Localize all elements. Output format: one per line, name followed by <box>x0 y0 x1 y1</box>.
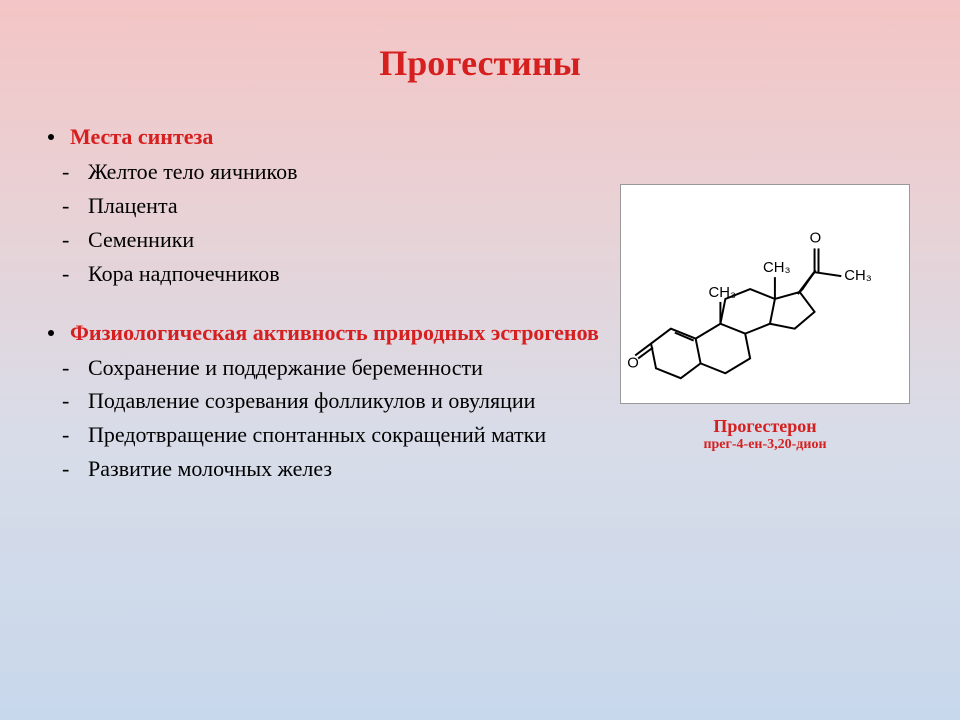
list-item: Подавление созревания фолликулов и овуля… <box>70 385 610 417</box>
list-item: Желтое тело яичников <box>70 156 610 188</box>
o-label: O <box>810 230 822 246</box>
progesterone-structure-icon: O O CH₃ CH₃ CH₃ <box>621 185 909 403</box>
ch3-label: CH₃ <box>709 285 737 301</box>
bullet-icon <box>48 134 54 140</box>
image-column: O O CH₃ CH₃ CH₃ Прогестерон прег-4-ен-3,… <box>610 124 920 487</box>
list-item: Плацента <box>70 190 610 222</box>
list-item: Сохранение и поддержание беременности <box>70 352 610 384</box>
chemical-name: Прогестерон <box>713 416 816 437</box>
slide-title: Прогестины <box>0 0 960 104</box>
o-label: O <box>627 355 639 371</box>
ch3-label: CH₃ <box>763 260 791 276</box>
chemical-iupac: прег-4-ен-3,20-дион <box>703 437 826 453</box>
content-wrapper: Места синтеза Желтое тело яичников Плаце… <box>0 104 960 487</box>
section2-header-text: Физиологическая активность природных эст… <box>70 320 599 345</box>
list-item: Семенники <box>70 224 610 256</box>
list-item: Развитие молочных желез <box>70 453 610 485</box>
section1-header: Места синтеза <box>70 124 610 150</box>
bullet-icon <box>48 330 54 336</box>
section1-header-text: Места синтеза <box>70 124 213 149</box>
list-item: Предотвращение спонтанных сокращений мат… <box>70 419 610 451</box>
ch3-label: CH₃ <box>844 268 872 284</box>
list-item: Кора надпочечников <box>70 258 610 290</box>
text-column: Места синтеза Желтое тело яичников Плаце… <box>70 124 610 487</box>
chemical-structure: O O CH₃ CH₃ CH₃ <box>620 184 910 404</box>
section2-header: Физиологическая активность природных эст… <box>70 320 610 346</box>
